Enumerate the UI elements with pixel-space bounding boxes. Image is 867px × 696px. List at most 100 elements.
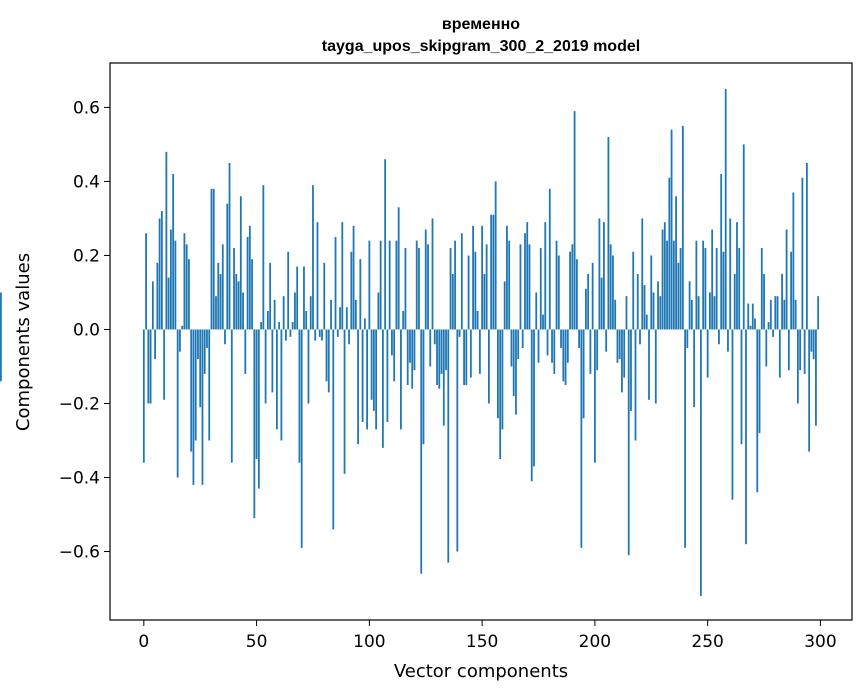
bar bbox=[709, 292, 711, 330]
bar bbox=[760, 248, 763, 330]
bar bbox=[307, 329, 310, 404]
bar bbox=[745, 329, 747, 545]
bar bbox=[530, 329, 533, 482]
bar bbox=[702, 240, 705, 330]
bar bbox=[327, 329, 330, 393]
bar bbox=[603, 222, 605, 330]
bar bbox=[316, 222, 319, 330]
bar bbox=[262, 185, 265, 330]
bar bbox=[794, 299, 797, 330]
bar bbox=[591, 262, 594, 330]
bar bbox=[650, 255, 653, 330]
bar bbox=[235, 273, 238, 330]
bar bbox=[663, 222, 666, 330]
bar bbox=[142, 329, 145, 463]
bar bbox=[242, 292, 244, 330]
bar bbox=[156, 262, 159, 330]
bar bbox=[521, 329, 524, 348]
bar bbox=[309, 296, 312, 330]
bar bbox=[158, 218, 161, 330]
bar bbox=[790, 251, 792, 330]
y-axis-ticks: −0.6 −0.4 −0.2 0.0 0.2 0.4 0.6 bbox=[59, 98, 110, 563]
bar bbox=[675, 196, 677, 330]
bar bbox=[808, 329, 811, 452]
bar bbox=[199, 329, 202, 408]
bar bbox=[727, 329, 729, 352]
bar bbox=[469, 329, 472, 378]
x-tick-label: 50 bbox=[246, 632, 268, 652]
bar bbox=[433, 329, 436, 345]
bar bbox=[483, 273, 486, 330]
bar bbox=[318, 329, 321, 337]
bar bbox=[512, 329, 515, 397]
bar bbox=[596, 329, 599, 371]
bar bbox=[345, 307, 348, 330]
bar bbox=[668, 177, 671, 330]
bar bbox=[415, 240, 418, 330]
bar bbox=[738, 248, 741, 330]
bar bbox=[149, 329, 152, 404]
bar bbox=[219, 273, 222, 330]
bar bbox=[524, 233, 526, 330]
y-tick-label: 0.6 bbox=[73, 98, 100, 118]
bar bbox=[237, 281, 240, 330]
bar bbox=[212, 188, 215, 330]
bar bbox=[677, 262, 680, 330]
bar bbox=[715, 248, 718, 330]
bar bbox=[456, 329, 459, 552]
bar bbox=[370, 329, 373, 400]
bar bbox=[681, 125, 684, 330]
bar bbox=[636, 273, 639, 330]
bar bbox=[361, 329, 364, 422]
bar bbox=[145, 233, 147, 330]
bar bbox=[363, 318, 366, 330]
bar bbox=[350, 251, 353, 330]
bar bbox=[593, 329, 596, 463]
bar bbox=[251, 259, 253, 330]
bar bbox=[627, 329, 630, 556]
bar bbox=[438, 329, 441, 389]
bar bbox=[609, 244, 612, 330]
bar bbox=[379, 240, 382, 330]
bar bbox=[742, 144, 745, 330]
bar bbox=[560, 329, 562, 348]
bar bbox=[776, 296, 779, 330]
bar bbox=[485, 244, 488, 330]
bar bbox=[201, 329, 204, 485]
bar bbox=[589, 329, 592, 374]
bar bbox=[528, 244, 531, 330]
bar bbox=[711, 229, 714, 330]
bar bbox=[645, 314, 648, 330]
bar bbox=[397, 207, 400, 330]
bar bbox=[226, 203, 229, 330]
bar bbox=[377, 292, 380, 330]
bar bbox=[165, 151, 168, 330]
bar bbox=[294, 292, 296, 330]
bar bbox=[686, 329, 689, 348]
bar bbox=[208, 329, 211, 441]
bar bbox=[720, 174, 723, 330]
bar bbox=[539, 248, 542, 330]
bar bbox=[553, 329, 556, 374]
bar bbox=[605, 329, 608, 352]
bar bbox=[817, 296, 820, 330]
bar bbox=[0, 329, 2, 382]
bar bbox=[731, 329, 734, 500]
bar bbox=[388, 240, 391, 330]
bar bbox=[787, 329, 790, 371]
bar bbox=[557, 255, 560, 330]
bar bbox=[510, 329, 513, 367]
bar bbox=[463, 329, 465, 385]
bar bbox=[580, 329, 583, 548]
bar bbox=[535, 292, 538, 330]
bar bbox=[334, 236, 337, 330]
bar bbox=[172, 174, 175, 330]
bar bbox=[630, 329, 632, 411]
bar bbox=[792, 192, 795, 330]
bar bbox=[713, 296, 716, 330]
bar bbox=[472, 225, 474, 330]
bar bbox=[429, 329, 432, 367]
bar bbox=[492, 214, 495, 330]
bar bbox=[266, 310, 269, 330]
